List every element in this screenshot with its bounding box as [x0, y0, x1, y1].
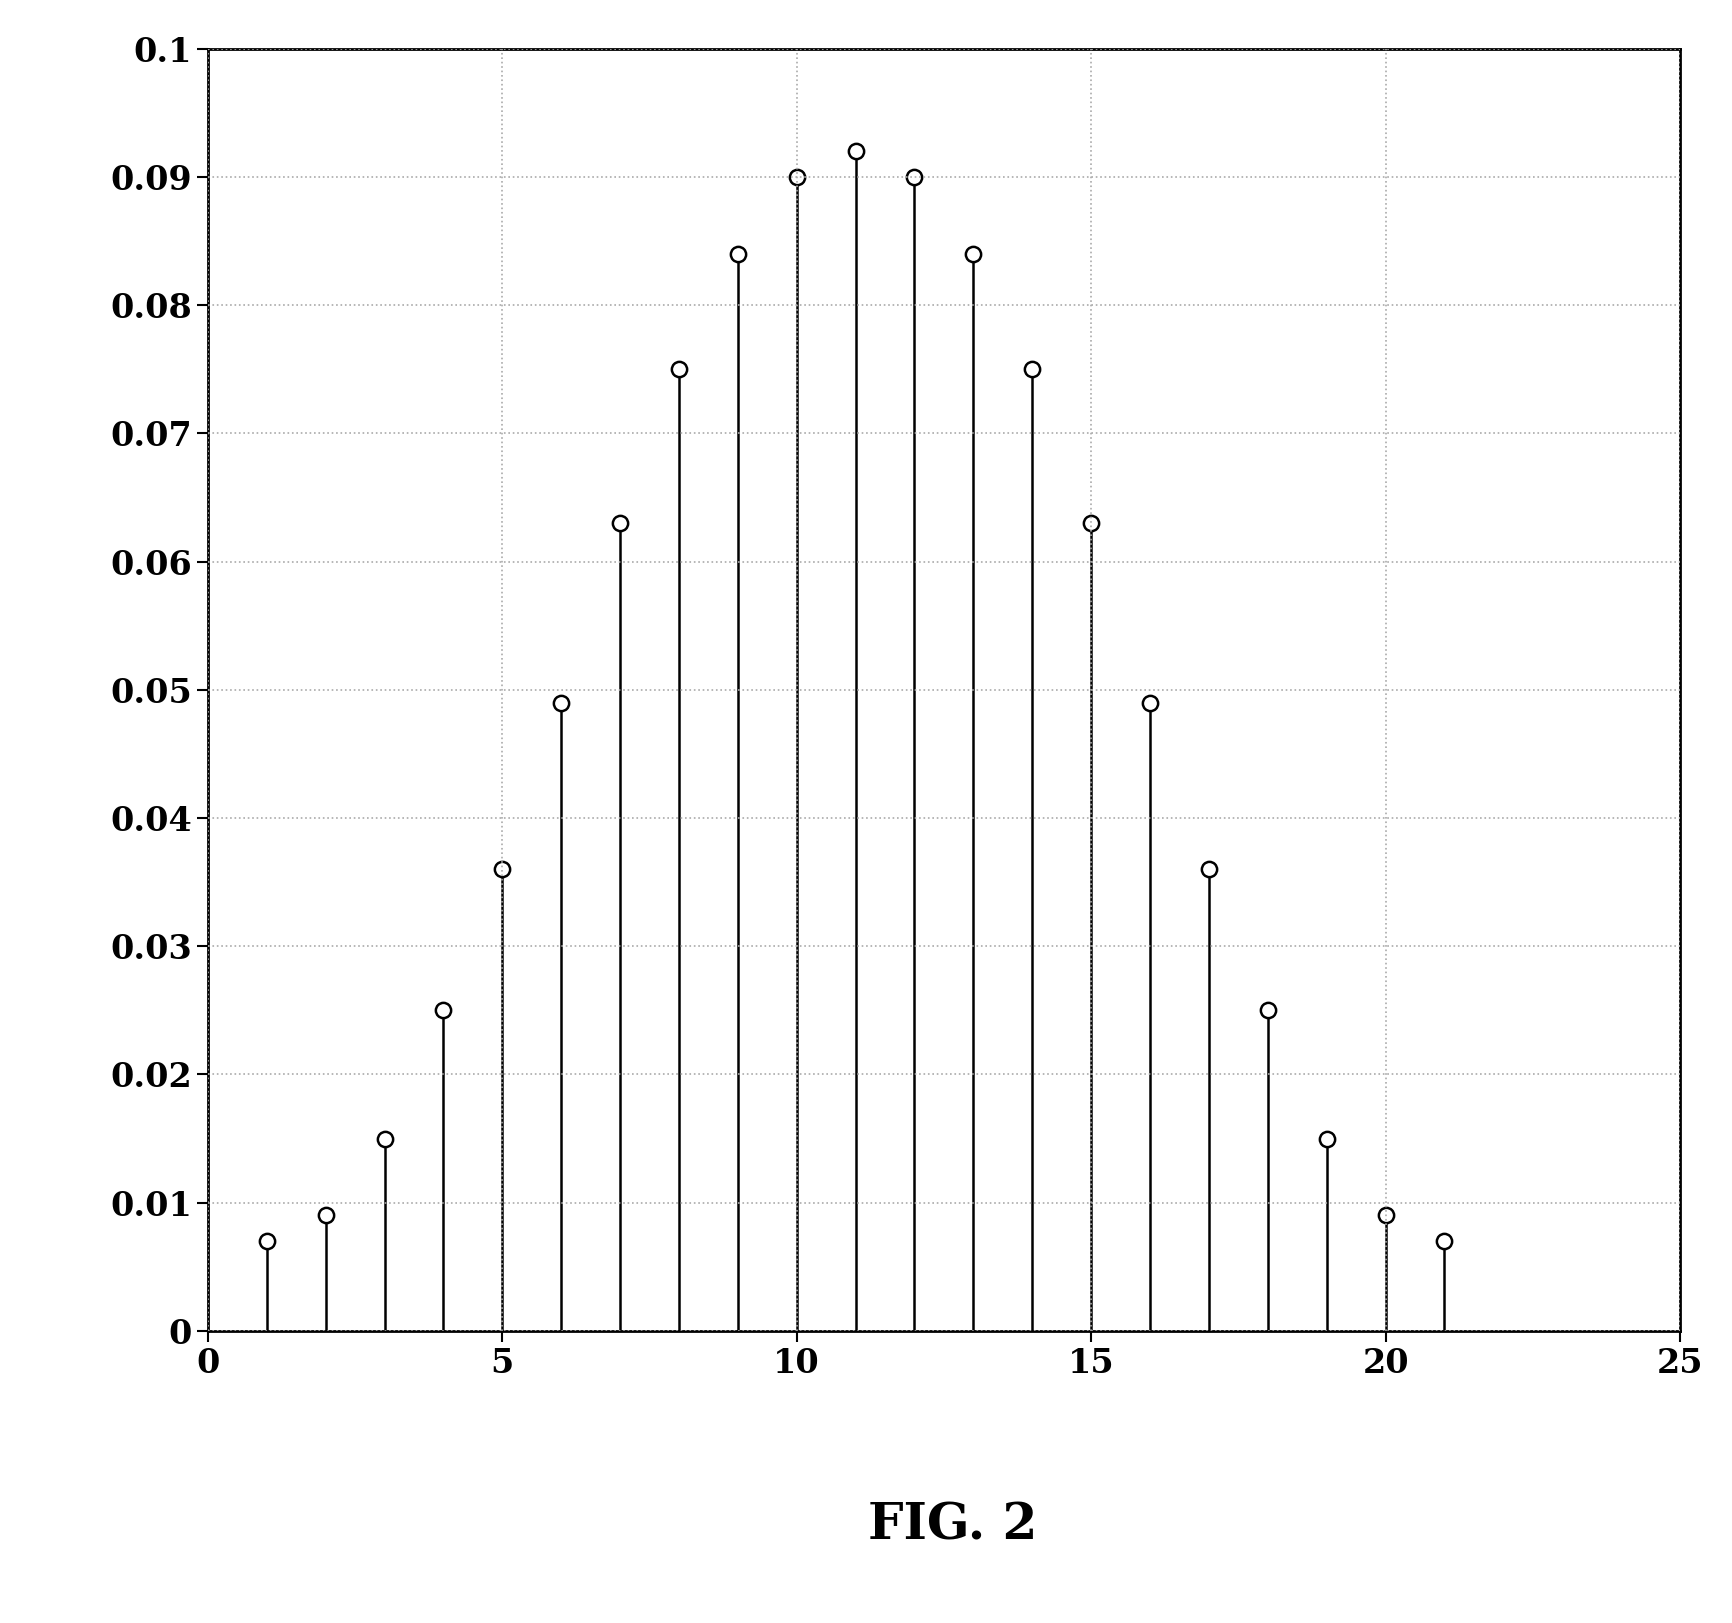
Text: FIG. 2: FIG. 2 [868, 1501, 1037, 1550]
